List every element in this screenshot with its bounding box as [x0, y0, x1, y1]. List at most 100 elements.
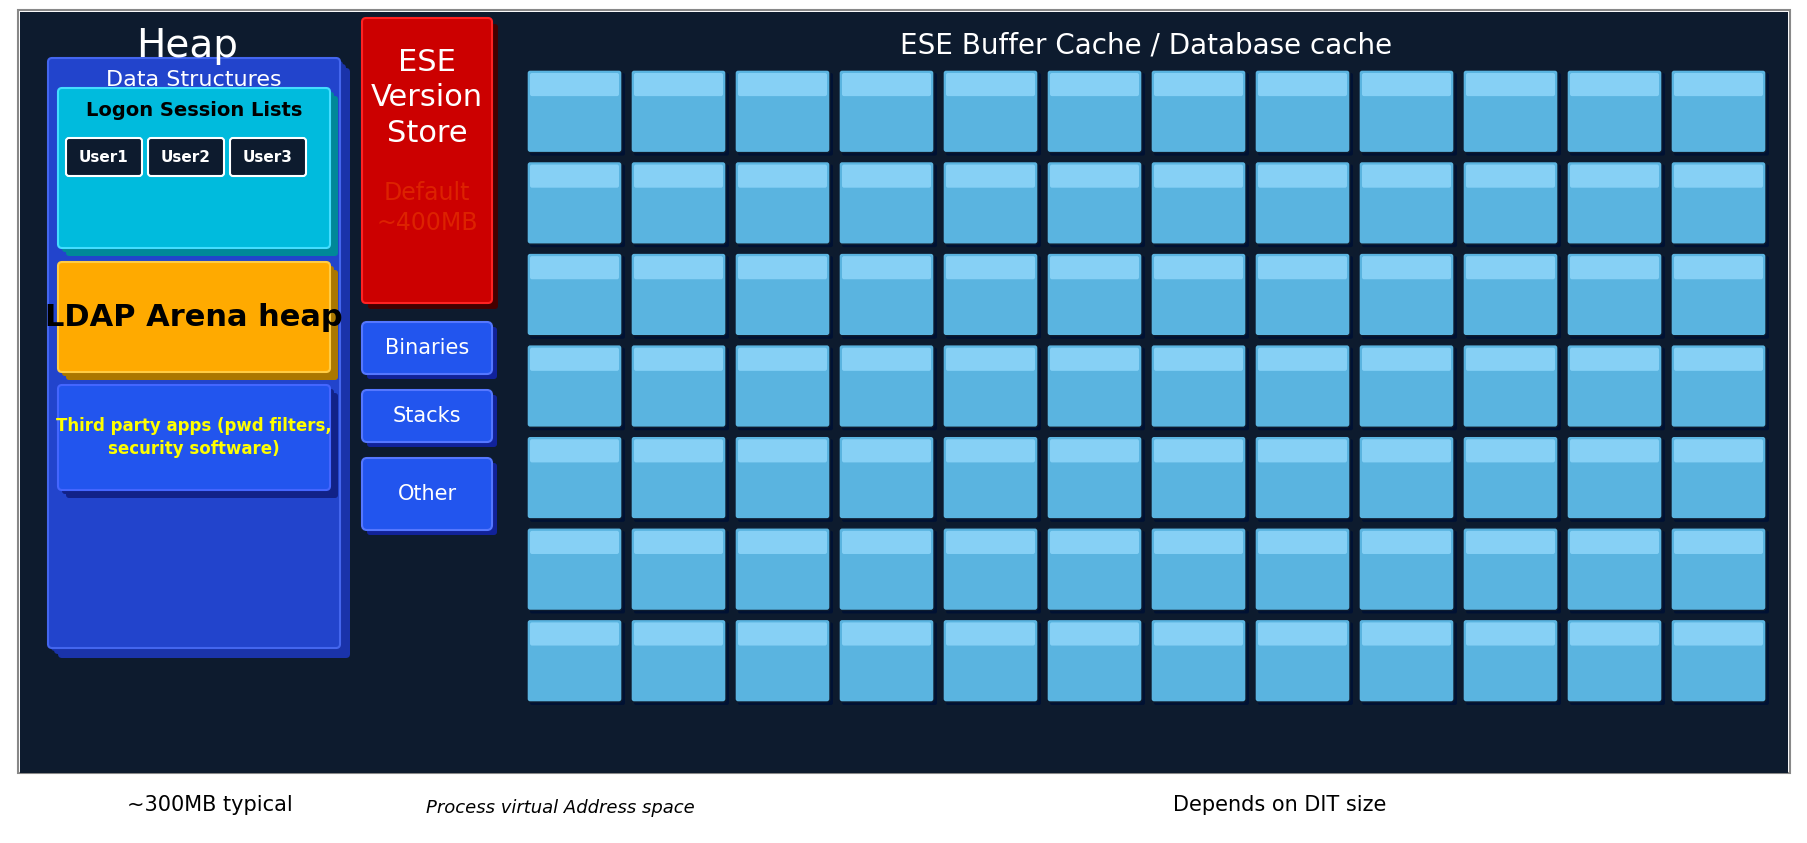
FancyBboxPatch shape [737, 73, 826, 96]
FancyBboxPatch shape [634, 439, 723, 463]
FancyBboxPatch shape [634, 164, 723, 188]
FancyBboxPatch shape [1050, 439, 1144, 522]
FancyBboxPatch shape [1151, 528, 1245, 610]
FancyBboxPatch shape [1046, 70, 1142, 153]
FancyBboxPatch shape [529, 73, 618, 96]
FancyBboxPatch shape [1673, 73, 1767, 156]
FancyBboxPatch shape [1673, 347, 1767, 430]
FancyBboxPatch shape [1258, 531, 1346, 554]
FancyBboxPatch shape [529, 164, 618, 188]
FancyBboxPatch shape [842, 347, 936, 430]
Text: Data Structures: Data Structures [107, 70, 282, 90]
FancyBboxPatch shape [1568, 439, 1659, 463]
FancyBboxPatch shape [945, 256, 1034, 279]
FancyBboxPatch shape [737, 439, 826, 463]
FancyBboxPatch shape [529, 439, 625, 522]
FancyBboxPatch shape [1361, 256, 1456, 339]
FancyBboxPatch shape [1361, 164, 1451, 188]
FancyBboxPatch shape [1673, 531, 1762, 554]
FancyBboxPatch shape [1465, 531, 1554, 554]
FancyBboxPatch shape [367, 327, 497, 379]
FancyBboxPatch shape [842, 439, 931, 463]
FancyBboxPatch shape [634, 347, 728, 430]
FancyBboxPatch shape [1462, 70, 1558, 153]
FancyBboxPatch shape [945, 256, 1041, 339]
FancyBboxPatch shape [943, 620, 1037, 702]
FancyBboxPatch shape [1359, 253, 1453, 336]
FancyBboxPatch shape [1050, 256, 1144, 339]
FancyBboxPatch shape [1568, 439, 1664, 522]
FancyBboxPatch shape [1465, 256, 1554, 279]
FancyBboxPatch shape [838, 620, 934, 702]
FancyBboxPatch shape [361, 18, 492, 303]
FancyBboxPatch shape [20, 12, 1787, 773]
FancyBboxPatch shape [945, 73, 1041, 156]
FancyBboxPatch shape [1670, 253, 1765, 336]
FancyBboxPatch shape [737, 73, 833, 156]
FancyBboxPatch shape [631, 253, 726, 336]
FancyBboxPatch shape [1465, 439, 1559, 522]
FancyBboxPatch shape [1670, 620, 1765, 702]
FancyBboxPatch shape [838, 70, 934, 153]
FancyBboxPatch shape [1151, 345, 1245, 427]
FancyBboxPatch shape [634, 73, 728, 156]
FancyBboxPatch shape [529, 164, 625, 247]
FancyBboxPatch shape [1465, 256, 1559, 339]
FancyBboxPatch shape [1153, 164, 1243, 188]
FancyBboxPatch shape [1258, 439, 1346, 463]
FancyBboxPatch shape [1153, 622, 1243, 646]
FancyBboxPatch shape [1462, 620, 1558, 702]
FancyBboxPatch shape [1465, 347, 1554, 371]
FancyBboxPatch shape [631, 437, 726, 518]
FancyBboxPatch shape [61, 266, 334, 376]
FancyBboxPatch shape [1151, 620, 1245, 702]
FancyBboxPatch shape [1673, 164, 1767, 247]
FancyBboxPatch shape [1153, 164, 1249, 247]
FancyBboxPatch shape [945, 164, 1041, 247]
FancyBboxPatch shape [58, 385, 331, 490]
FancyBboxPatch shape [367, 463, 497, 535]
FancyBboxPatch shape [1046, 253, 1142, 336]
FancyBboxPatch shape [737, 164, 826, 188]
FancyBboxPatch shape [943, 253, 1037, 336]
FancyBboxPatch shape [634, 256, 728, 339]
FancyBboxPatch shape [842, 347, 931, 371]
Text: LDAP Arena heap: LDAP Arena heap [45, 303, 343, 331]
FancyBboxPatch shape [735, 437, 829, 518]
FancyBboxPatch shape [1254, 528, 1350, 610]
FancyBboxPatch shape [49, 58, 340, 648]
FancyBboxPatch shape [842, 531, 931, 554]
FancyBboxPatch shape [529, 256, 618, 279]
FancyBboxPatch shape [1151, 437, 1245, 518]
FancyBboxPatch shape [842, 439, 936, 522]
FancyBboxPatch shape [737, 439, 833, 522]
FancyBboxPatch shape [67, 138, 143, 176]
FancyBboxPatch shape [1050, 531, 1144, 614]
FancyBboxPatch shape [1567, 437, 1661, 518]
FancyBboxPatch shape [1361, 622, 1456, 705]
FancyBboxPatch shape [529, 622, 625, 705]
FancyBboxPatch shape [67, 270, 338, 380]
FancyBboxPatch shape [1359, 437, 1453, 518]
Text: ESE
Version
Store: ESE Version Store [370, 47, 482, 148]
FancyBboxPatch shape [945, 347, 1034, 371]
FancyBboxPatch shape [526, 253, 622, 336]
FancyBboxPatch shape [737, 531, 833, 614]
FancyBboxPatch shape [148, 138, 224, 176]
FancyBboxPatch shape [529, 531, 618, 554]
FancyBboxPatch shape [58, 68, 351, 658]
FancyBboxPatch shape [1361, 531, 1451, 554]
FancyBboxPatch shape [943, 437, 1037, 518]
FancyBboxPatch shape [737, 622, 833, 705]
FancyBboxPatch shape [526, 162, 622, 244]
FancyBboxPatch shape [943, 162, 1037, 244]
FancyBboxPatch shape [1254, 437, 1350, 518]
FancyBboxPatch shape [1254, 620, 1350, 702]
FancyBboxPatch shape [529, 531, 625, 614]
FancyBboxPatch shape [737, 347, 833, 430]
FancyBboxPatch shape [1254, 253, 1350, 336]
FancyBboxPatch shape [1258, 164, 1352, 247]
FancyBboxPatch shape [1258, 256, 1352, 339]
FancyBboxPatch shape [526, 528, 622, 610]
FancyBboxPatch shape [737, 531, 826, 554]
